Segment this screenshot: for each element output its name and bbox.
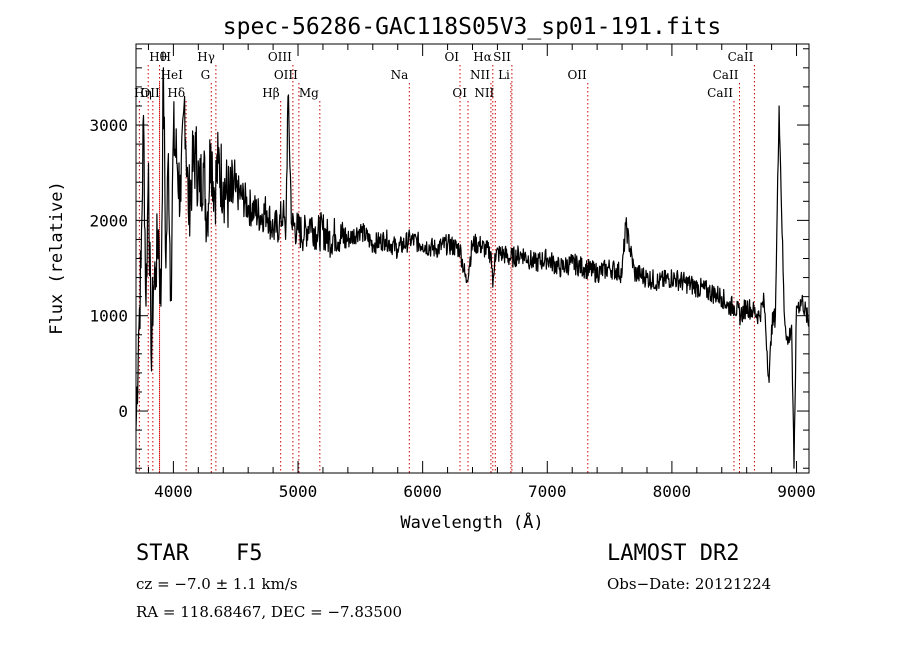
line-label-16: OII: [140, 86, 160, 100]
survey-name: LAMOST DR2: [607, 541, 740, 566]
line-label-2: Hγ: [197, 50, 215, 64]
line-label-18: Hδ: [167, 86, 185, 100]
spectrum-line: [135, 67, 810, 469]
y-axis-label: Flux (relative): [47, 181, 67, 335]
line-label-15: CaII: [713, 68, 739, 82]
x-tick-label-5000: 5000: [279, 482, 318, 501]
line-labels: HθH Hγ OIII OI Hα SII CaII HeI G OIII Na NII Li OII Ca…: [134, 50, 753, 100]
line-label-12: NII: [470, 68, 490, 82]
plot-frame: [135, 43, 810, 474]
chart-title: spec-56286-GAC118S05V3_sp01-191.fits: [223, 14, 722, 40]
line-label-7: CaII: [728, 50, 754, 64]
x-tick-label-9000: 9000: [777, 482, 816, 501]
object-class: STAR: [136, 541, 189, 566]
observation-date: Obs−Date: 20121224: [607, 575, 772, 593]
line-label-0: Hθ: [149, 50, 167, 64]
x-tick-label-7000: 7000: [528, 482, 567, 501]
x-axis-label: Wavelength (Å): [400, 511, 543, 533]
x-axis: 4000 5000 6000 7000 8000 9000: [147, 44, 816, 501]
line-label-20: Mg: [299, 86, 319, 100]
line-label-5: Hα: [473, 50, 492, 64]
line-label-21: OI: [452, 86, 467, 100]
line-label-9: G: [201, 68, 211, 82]
y-axis: 0 1000 2000 3000: [89, 48, 809, 469]
line-label-22: NII: [474, 86, 494, 100]
sky-coordinates: RA = 118.68467, DEC = −7.83500: [136, 603, 403, 621]
line-label-3: OIII: [268, 50, 292, 64]
line-label-4: OI: [444, 50, 459, 64]
line-label-11: Na: [391, 68, 409, 82]
line-markers: [138, 65, 755, 473]
x-tick-label-8000: 8000: [653, 482, 692, 501]
x-tick-label-6000: 6000: [403, 482, 442, 501]
x-tick-label-4000: 4000: [154, 482, 193, 501]
line-label-1: H: [161, 50, 171, 64]
line-label-19: Hβ: [262, 86, 279, 100]
y-tick-label-2000: 2000: [89, 211, 128, 230]
spectral-subclass: F5: [236, 541, 263, 566]
redshift-readout: cz = −7.0 ± 1.1 km/s: [136, 575, 298, 593]
line-label-8: HeI: [161, 68, 184, 82]
line-label-13: Li: [498, 68, 510, 82]
line-label-17: Hη: [134, 86, 152, 100]
y-tick-label-3000: 3000: [89, 116, 128, 135]
line-label-14: OII: [567, 68, 587, 82]
y-tick-label-0: 0: [118, 402, 128, 421]
y-tick-label-1000: 1000: [89, 307, 128, 326]
line-label-23: CaII: [707, 86, 733, 100]
line-label-10: OIII: [274, 68, 298, 82]
line-label-6: SII: [493, 50, 511, 64]
